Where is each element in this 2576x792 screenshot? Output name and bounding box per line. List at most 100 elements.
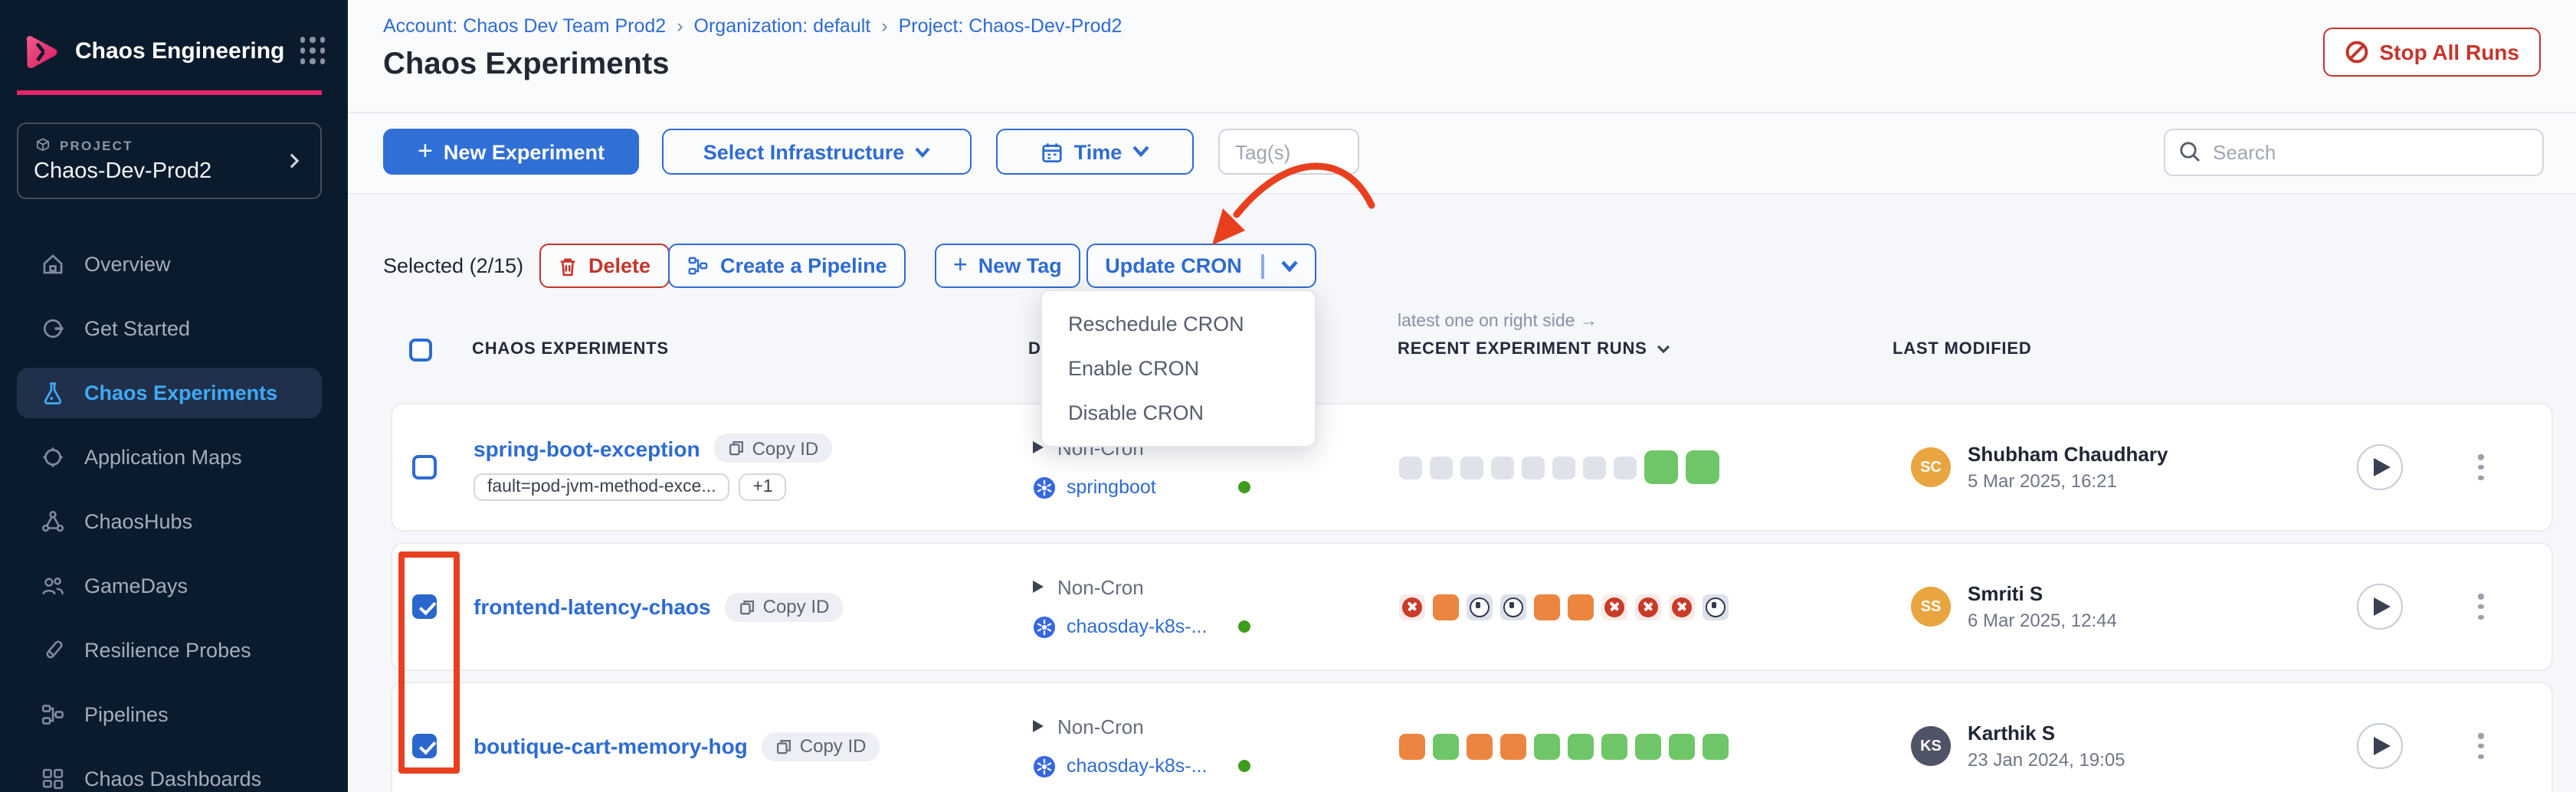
copy-id-button[interactable]: Copy ID	[761, 731, 880, 761]
stop-all-runs-button[interactable]: Stop All Runs	[2322, 28, 2541, 77]
select-infrastructure-dropdown[interactable]: Select Infrastructure	[662, 129, 972, 175]
run-status-orange-tile[interactable]	[1568, 594, 1594, 620]
breadcrumb-account[interactable]: Account: Chaos Dev Team Prod2	[383, 15, 667, 37]
menu-item-disable-cron[interactable]: Disable CRON	[1068, 401, 1204, 424]
run-status-stop-tile[interactable]	[1500, 594, 1526, 620]
run-status-orange-tile[interactable]	[1534, 594, 1560, 620]
search-box	[2164, 129, 2544, 176]
row-checkbox[interactable]	[412, 734, 437, 758]
copy-id-button[interactable]: Copy ID	[713, 434, 833, 463]
sidebar-item-label: Get Started	[84, 317, 191, 340]
tags-input[interactable]	[1218, 129, 1359, 175]
infrastructure-link[interactable]: chaosday-k8s-...	[1067, 755, 1208, 777]
search-icon	[2178, 139, 2202, 172]
run-status-stop-tile[interactable]	[1703, 594, 1729, 620]
sidebar-item-application-maps[interactable]: Application Maps	[17, 432, 322, 483]
run-status-gray-tile[interactable]	[1460, 456, 1483, 479]
run-status-green-tile[interactable]	[1534, 733, 1560, 759]
project-selector[interactable]: PROJECT Chaos-Dev-Prod2	[17, 123, 322, 199]
select-all-checkbox[interactable]	[409, 339, 432, 362]
pipeline-icon	[687, 254, 710, 277]
infrastructure-link[interactable]: chaosday-k8s-...	[1067, 616, 1208, 637]
run-status-orange-tile[interactable]	[1500, 733, 1526, 759]
copy-id-button[interactable]: Copy ID	[724, 592, 844, 621]
run-status-green-lg-tile[interactable]	[1644, 450, 1678, 484]
tag-chip[interactable]: fault=pod-jvm-method-exce...	[474, 473, 730, 501]
sidebar-item-pipelines[interactable]: Pipelines	[17, 689, 322, 740]
menu-item-reschedule-cron[interactable]: Reschedule CRON	[1068, 313, 1244, 335]
time-filter-dropdown[interactable]: Time	[996, 129, 1194, 175]
run-status-orange-tile[interactable]	[1433, 594, 1459, 620]
avatar: KS	[1911, 726, 1951, 766]
tag-more-chip[interactable]: +1	[739, 473, 787, 501]
run-status-green-tile[interactable]	[1601, 733, 1627, 759]
sidebar-item-chaoshubs[interactable]: ChaosHubs	[17, 496, 322, 547]
copy-icon	[728, 440, 745, 457]
search-input[interactable]	[2164, 129, 2544, 176]
recent-runs-strip[interactable]	[1399, 404, 1719, 530]
run-experiment-button[interactable]	[2357, 723, 2403, 769]
copy-icon	[739, 598, 755, 615]
brand-underline	[17, 90, 322, 95]
time-filter-label: Time	[1073, 140, 1122, 163]
run-status-fail-tile[interactable]	[1601, 594, 1627, 620]
grid-menu-icon[interactable]	[300, 37, 326, 64]
run-status-gray-tile[interactable]	[1583, 456, 1606, 479]
update-cron-menu: Reschedule CRON Enable CRON Disable CRON	[1041, 290, 1316, 447]
sidebar-item-chaos-experiments[interactable]: Chaos Experiments	[17, 368, 322, 418]
copy-id-label: Copy ID	[799, 735, 867, 757]
run-status-green-tile[interactable]	[1635, 733, 1661, 759]
schedule-expander[interactable]: Non-Cron	[1033, 575, 1250, 598]
run-status-stop-tile[interactable]	[1467, 594, 1493, 620]
run-status-gray-tile[interactable]	[1552, 456, 1575, 479]
new-tag-button[interactable]: + New Tag	[935, 244, 1080, 288]
run-experiment-button[interactable]	[2357, 584, 2403, 630]
run-status-green-lg-tile[interactable]	[1686, 450, 1719, 484]
create-pipeline-button[interactable]: Create a Pipeline	[668, 244, 906, 288]
experiment-name-link[interactable]: frontend-latency-chaos	[474, 594, 711, 619]
experiment-name-link[interactable]: spring-boot-exception	[474, 436, 700, 460]
run-experiment-button[interactable]	[2357, 444, 2403, 490]
chevron-down-icon[interactable]	[1281, 260, 1298, 272]
column-header-recent-runs[interactable]: RECENT EXPERIMENT RUNS	[1398, 340, 1670, 358]
run-status-gray-tile[interactable]	[1399, 456, 1422, 479]
copy-id-label: Copy ID	[752, 437, 819, 459]
run-status-gray-tile[interactable]	[1522, 456, 1545, 479]
delete-button[interactable]: Delete	[539, 244, 670, 288]
run-status-gray-tile[interactable]	[1491, 456, 1514, 479]
kebab-menu-icon[interactable]	[2472, 727, 2489, 765]
menu-item-enable-cron[interactable]: Enable CRON	[1068, 357, 1200, 380]
create-pipeline-label: Create a Pipeline	[720, 254, 887, 277]
sidebar-item-gamedays[interactable]: GameDays	[17, 561, 322, 611]
run-status-gray-tile[interactable]	[1430, 456, 1453, 479]
schedule-expander[interactable]: Non-Cron	[1033, 715, 1250, 738]
sidebar-nav: Overview Get Started Chaos Experiments A…	[0, 239, 348, 792]
update-cron-split-button[interactable]: Update CRON	[1086, 244, 1316, 288]
run-status-orange-tile[interactable]	[1399, 733, 1425, 759]
kebab-menu-icon[interactable]	[2472, 587, 2489, 626]
sidebar-item-resilience-probes[interactable]: Resilience Probes	[17, 625, 322, 676]
sidebar-item-get-started[interactable]: Get Started	[17, 303, 322, 354]
recent-runs-strip[interactable]	[1399, 683, 1729, 792]
kebab-menu-icon[interactable]	[2472, 448, 2489, 486]
run-status-green-tile[interactable]	[1669, 733, 1695, 759]
run-status-green-tile[interactable]	[1433, 733, 1459, 759]
infrastructure-link[interactable]: springboot	[1067, 476, 1156, 498]
row-checkbox[interactable]	[412, 594, 437, 619]
breadcrumb-project[interactable]: Project: Chaos-Dev-Prod2	[898, 15, 1122, 37]
run-status-orange-tile[interactable]	[1467, 733, 1493, 759]
new-experiment-button[interactable]: + New Experiment	[383, 129, 639, 175]
experiment-name-link[interactable]: boutique-cart-memory-hog	[474, 734, 748, 758]
recent-runs-strip[interactable]	[1399, 544, 1729, 669]
sidebar-item-overview[interactable]: Overview	[17, 239, 322, 290]
breadcrumb-organization[interactable]: Organization: default	[693, 15, 871, 37]
run-status-fail-tile[interactable]	[1635, 594, 1661, 620]
sidebar-item-chaos-dashboards[interactable]: Chaos Dashboards	[17, 754, 322, 792]
run-status-fail-tile[interactable]	[1669, 594, 1695, 620]
run-status-green-tile[interactable]	[1703, 733, 1729, 759]
run-status-gray-tile[interactable]	[1614, 456, 1637, 479]
run-status-fail-tile[interactable]	[1399, 594, 1425, 620]
row-checkbox[interactable]	[412, 455, 437, 479]
run-status-green-tile[interactable]	[1568, 733, 1594, 759]
play-icon	[2374, 458, 2391, 476]
